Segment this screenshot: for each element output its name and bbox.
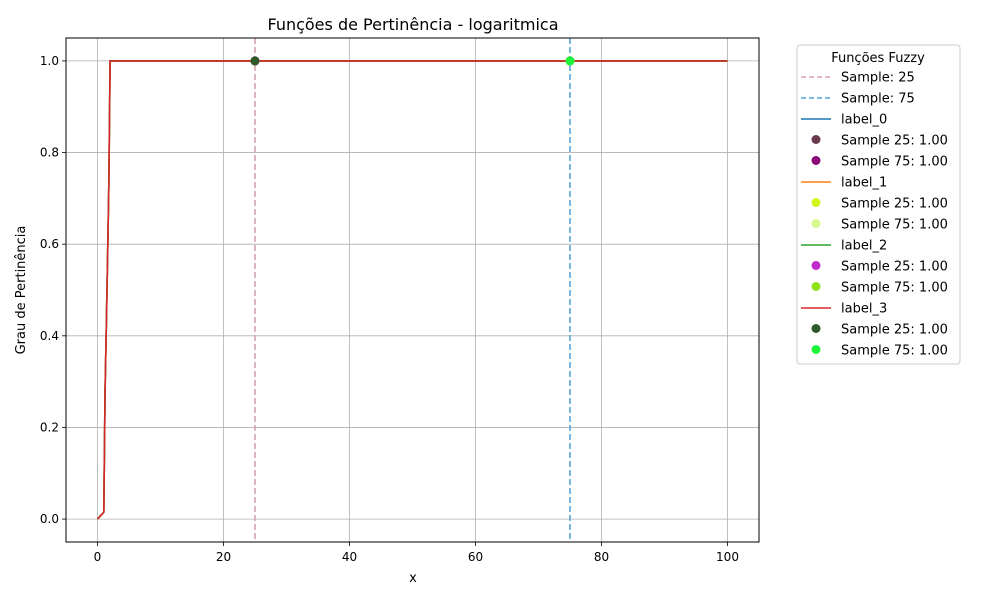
legend-label: label_2 <box>841 239 887 254</box>
legend-label: Sample 75: 1.00 <box>841 344 948 359</box>
x-tick-label: 40 <box>342 550 357 564</box>
legend-label: label_0 <box>841 113 887 128</box>
legend-marker <box>811 261 821 270</box>
legend-marker <box>811 282 821 291</box>
legend-marker <box>811 135 821 144</box>
sample-points <box>250 56 575 66</box>
legend-marker <box>811 198 821 207</box>
y-axis-ticks: 0.0 0.2 0.4 0.6 0.8 1.0 <box>40 54 66 526</box>
y-tick-label: 0.8 <box>40 146 59 160</box>
y-tick-label: 0.2 <box>40 420 59 434</box>
x-axis-label: x <box>409 571 417 586</box>
series-line-label_3 <box>96 60 728 520</box>
legend-marker <box>811 345 821 354</box>
y-tick-label: 0.0 <box>40 512 59 526</box>
legend: Funções Fuzzy Sample: 25 Sample: 75 label_… <box>796 44 961 365</box>
sample-vlines <box>254 38 571 542</box>
sample-point <box>565 56 575 66</box>
grid <box>66 38 759 542</box>
sample-point <box>250 56 260 66</box>
y-tick-label: 0.6 <box>40 237 59 251</box>
plot-area-border <box>65 37 760 543</box>
legend-label: Sample: 25 <box>841 71 915 86</box>
legend-label: Sample 75: 1.00 <box>841 218 948 233</box>
y-axis-label: Grau de Pertinência <box>14 226 29 355</box>
chart-title: Funções de Pertinência - logaritmica <box>267 15 558 34</box>
legend-box <box>796 44 961 365</box>
legend-title: Funções Fuzzy <box>831 51 925 66</box>
x-tick-label: 60 <box>468 550 483 564</box>
x-axis-ticks: 0 20 40 60 80 100 <box>94 542 739 564</box>
x-tick-label: 100 <box>716 550 739 564</box>
legend-label: Sample 75: 1.00 <box>841 155 948 170</box>
legend-marker <box>811 156 821 165</box>
x-tick-label: 80 <box>594 550 609 564</box>
legend-marker <box>811 324 821 333</box>
legend-label: Sample 75: 1.00 <box>841 281 948 296</box>
x-tick-label: 0 <box>94 550 102 564</box>
legend-label: label_3 <box>841 302 887 317</box>
y-tick-label: 1.0 <box>40 54 59 68</box>
legend-label: label_1 <box>841 176 887 191</box>
legend-label: Sample 25: 1.00 <box>841 323 948 338</box>
legend-label: Sample: 75 <box>841 92 915 107</box>
legend-label: Sample 25: 1.00 <box>841 134 948 149</box>
y-tick-label: 0.4 <box>40 329 59 343</box>
x-tick-label: 20 <box>216 550 231 564</box>
legend-label: Sample 25: 1.00 <box>841 197 948 212</box>
series-lines <box>96 60 728 520</box>
legend-label: Sample 25: 1.00 <box>841 260 948 275</box>
legend-marker <box>811 219 821 228</box>
